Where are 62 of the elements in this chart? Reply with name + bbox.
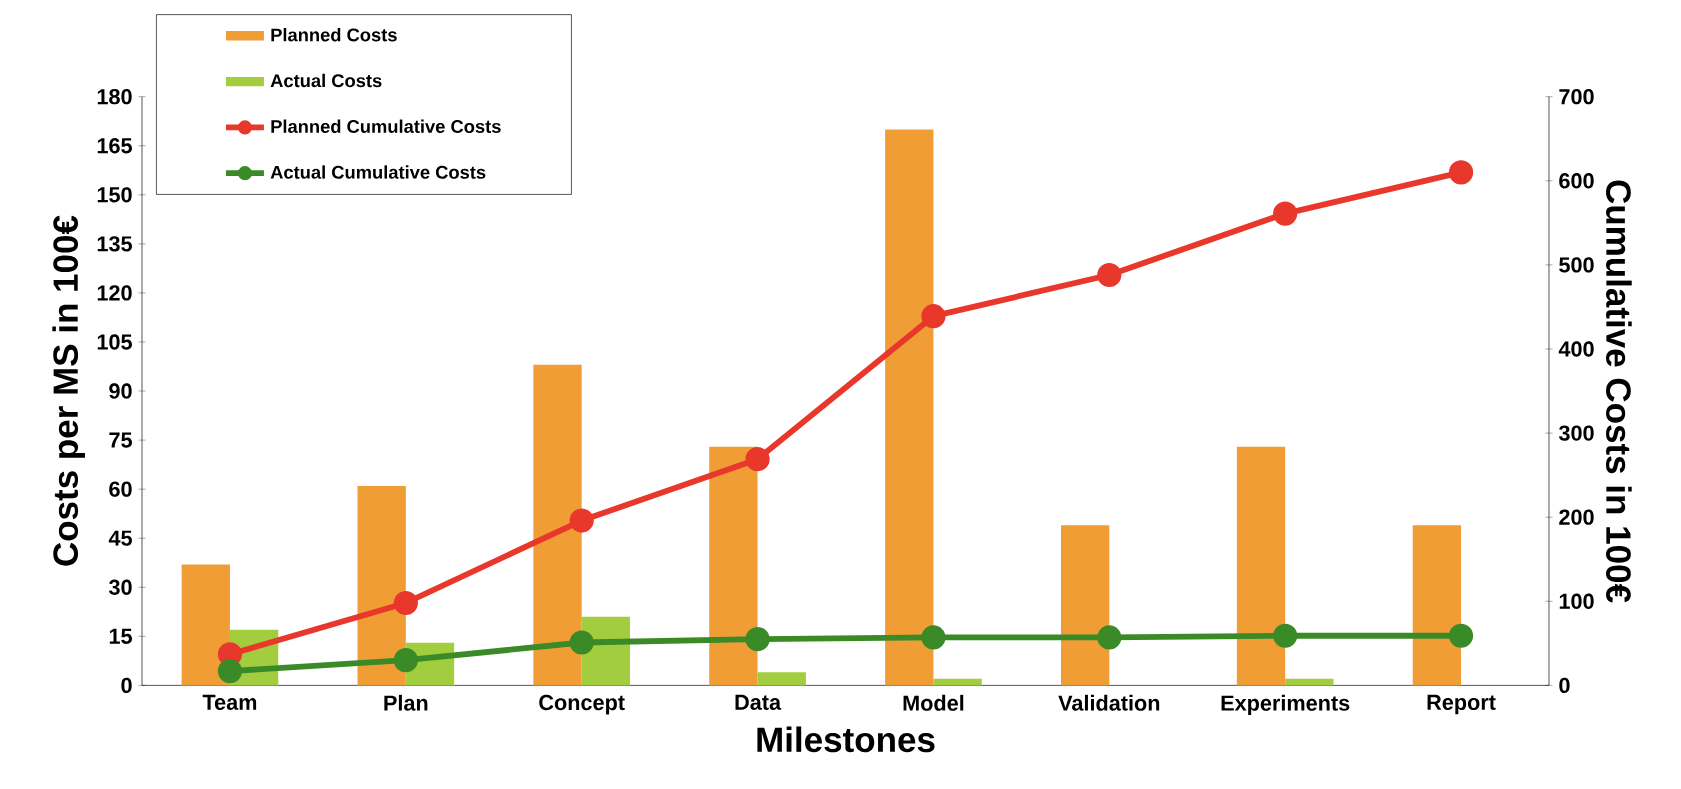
x-tick-label: Validation <box>1058 694 1160 711</box>
point <box>1097 625 1122 650</box>
x-tick-label: Model <box>903 694 964 711</box>
bar <box>933 678 982 686</box>
y-tick-label: 135 <box>97 236 132 252</box>
y-tick-label: 90 <box>109 383 132 399</box>
x-tick-label: Team <box>202 694 257 710</box>
point <box>921 304 946 329</box>
legend-label: Planned Costs <box>271 27 397 42</box>
y-tick-label: 165 <box>97 138 132 154</box>
point <box>745 627 770 652</box>
bar <box>1236 446 1286 686</box>
x-tick-label: Plan <box>384 694 428 711</box>
y-tick-label: 15 <box>109 628 132 644</box>
bar <box>885 129 934 686</box>
bar <box>1412 525 1462 686</box>
x-tick-label: Data <box>735 694 782 710</box>
x-tick-label: Experiments <box>1221 694 1350 716</box>
y2-tick-label: 600 <box>1559 173 1594 189</box>
point <box>569 508 594 533</box>
bar <box>357 485 406 686</box>
y-tick-label: 120 <box>97 285 132 301</box>
y-tick-label: 0 <box>121 677 132 694</box>
bar <box>1060 525 1110 686</box>
bar <box>533 364 582 686</box>
bar <box>757 672 806 686</box>
y-tick-label: 105 <box>97 334 132 350</box>
y2-axis-title: Cumulative Costs in 100€ <box>1606 180 1632 603</box>
y2-tick-label: 400 <box>1558 341 1594 357</box>
y2-tick-label: 0 <box>1559 677 1570 694</box>
point <box>569 630 594 655</box>
bar <box>181 564 230 686</box>
y-tick-label: 45 <box>108 530 132 546</box>
point <box>217 659 243 684</box>
y2-tick-label: 500 <box>1559 257 1594 273</box>
point <box>921 625 946 650</box>
y-tick-label: 75 <box>109 432 132 448</box>
y-tick-label: 30 <box>108 579 132 595</box>
y2-tick-label: 100 <box>1559 593 1594 609</box>
legend-label: Planned Cumulative Costs <box>271 119 501 133</box>
x-tick-label: Concept <box>539 694 625 715</box>
x-axis-title: Milestones <box>757 726 935 753</box>
y2-tick-label: 300 <box>1558 425 1594 441</box>
legend-label: Actual Costs <box>270 73 382 88</box>
point <box>1448 160 1474 185</box>
point <box>1097 262 1122 288</box>
y-axis-title: Costs per MS in 100€ <box>52 215 85 566</box>
y-tick-label: 150 <box>97 187 132 203</box>
y-tick-label: 60 <box>109 481 132 497</box>
legend-label: Actual Cumulative Costs <box>270 165 486 179</box>
y2-tick-label: 200 <box>1559 509 1594 525</box>
bar <box>1285 678 1334 686</box>
point <box>393 648 418 673</box>
point <box>1273 201 1298 226</box>
x-tick-label: Report <box>1427 694 1496 715</box>
y-tick-label: 180 <box>97 89 132 105</box>
point <box>745 447 770 472</box>
y2-tick-label: 700 <box>1559 89 1594 105</box>
point <box>393 590 418 616</box>
point <box>1448 623 1474 648</box>
bar <box>709 446 758 686</box>
point <box>1273 623 1298 648</box>
